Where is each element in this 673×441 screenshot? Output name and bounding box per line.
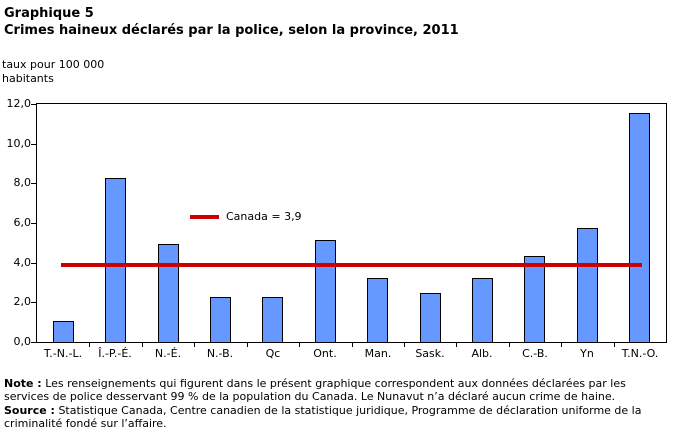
bar-T.-N.-L. — [53, 321, 74, 342]
y-tick — [31, 342, 36, 343]
y-axis-label: 10,0 — [6, 137, 32, 150]
note-text: Note : Les renseignements qui figurent d… — [4, 377, 626, 404]
bar-Alb. — [472, 278, 493, 342]
x-axis-label: Î.-P.-É. — [98, 347, 132, 360]
chart-number: Graphique 5 — [4, 6, 94, 21]
legend-line-icon — [190, 214, 219, 219]
x-tick — [299, 343, 300, 347]
x-tick — [352, 343, 353, 347]
x-axis-label: Qc — [265, 347, 281, 360]
legend-label: Canada = 3,9 — [226, 210, 302, 223]
y-tick — [31, 302, 36, 303]
bar-Ont. — [315, 240, 336, 342]
bar-N.-B. — [210, 297, 231, 342]
x-axis-label: C.-B. — [522, 347, 548, 360]
x-tick — [614, 343, 615, 347]
source-label: Source : — [4, 403, 55, 417]
x-tick — [456, 343, 457, 347]
footnotes: Note : Les renseignements qui figurent d… — [4, 377, 664, 431]
y-tick — [31, 104, 36, 105]
x-tick — [194, 343, 195, 347]
y-axis-unit-line2: habitants — [2, 72, 54, 85]
bar-Î.-P.-É. — [105, 178, 126, 342]
y-tick — [31, 223, 36, 224]
x-axis-label: T.-N.-L. — [43, 347, 83, 360]
canada-reference-line — [61, 263, 642, 267]
y-axis-label: 2,0 — [13, 295, 32, 308]
x-tick — [89, 343, 90, 347]
bar-T.N.-O. — [629, 113, 650, 342]
x-axis-label: Alb. — [471, 347, 493, 360]
y-tick — [31, 144, 36, 145]
x-tick — [509, 343, 510, 347]
x-axis-label: Ont. — [313, 347, 337, 360]
x-axis-label: Yn — [580, 347, 594, 360]
bar-Qc — [262, 297, 283, 342]
y-axis-label: 12,0 — [6, 97, 32, 110]
y-axis-label: 6,0 — [13, 216, 32, 229]
x-axis-label: N.-B. — [206, 347, 234, 360]
x-axis-label: T.N.-O. — [621, 347, 659, 360]
x-tick — [404, 343, 405, 347]
x-axis-label: Sask. — [415, 347, 445, 360]
x-tick — [247, 343, 248, 347]
y-axis-label: 8,0 — [13, 176, 32, 189]
note-label: Note : — [4, 377, 42, 390]
x-axis-label: Man. — [364, 347, 392, 360]
bar-N.-É. — [158, 244, 179, 342]
chart-title-block: Graphique 5 Crimes haineux déclarés par … — [4, 5, 459, 39]
bar-Yn — [577, 228, 598, 342]
x-tick — [142, 343, 143, 347]
bar-Man. — [367, 278, 388, 342]
source-text: Source : Statistique Canada, Centre cana… — [4, 403, 642, 431]
bar-C.-B. — [524, 256, 545, 342]
y-tick — [31, 183, 36, 184]
y-axis-label: 0,0 — [13, 335, 32, 348]
y-axis-unit-label: taux pour 100 000 habitants — [2, 58, 104, 86]
bar-Sask. — [420, 293, 441, 342]
y-tick — [31, 263, 36, 264]
x-axis-label: N.-É. — [154, 347, 182, 360]
x-tick — [561, 343, 562, 347]
plot-area: Canada = 3,9 — [36, 103, 667, 343]
chart-title: Crimes haineux déclarés par la police, s… — [4, 23, 459, 38]
y-axis-label: 4,0 — [13, 256, 32, 269]
legend: Canada = 3,9 — [190, 210, 302, 223]
y-axis-unit-line1: taux pour 100 000 — [2, 58, 105, 71]
